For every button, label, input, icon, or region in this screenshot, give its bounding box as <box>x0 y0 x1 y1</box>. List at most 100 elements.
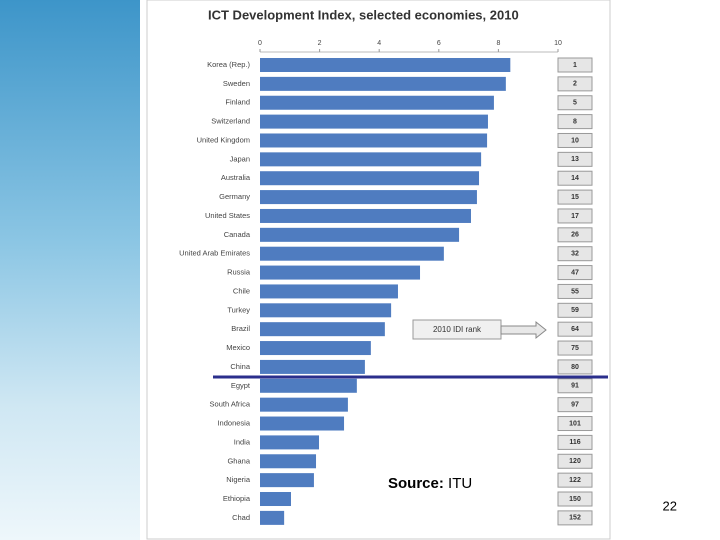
annotation-arrow <box>500 320 547 340</box>
rank-label: 10 <box>571 137 579 144</box>
y-tick-label: Chad <box>232 513 250 522</box>
rank-label: 32 <box>571 251 579 258</box>
x-tick-label: 10 <box>554 40 562 47</box>
y-tick-label: Finland <box>225 98 250 107</box>
y-tick-label: Ghana <box>227 456 250 465</box>
y-tick-label: United Arab Emirates <box>179 249 250 258</box>
rank-label: 101 <box>569 420 581 427</box>
y-tick-label: Germany <box>219 192 250 201</box>
bar <box>260 303 392 318</box>
x-tick-label: 4 <box>377 40 381 47</box>
y-tick-label: Sweden <box>223 79 250 88</box>
rank-box <box>557 491 593 507</box>
bar <box>260 171 480 186</box>
x-tick-label: 6 <box>437 40 441 47</box>
y-tick-label: Brazil <box>231 324 250 333</box>
y-tick-label: Ethiopia <box>223 494 251 503</box>
y-tick-label: China <box>230 362 250 371</box>
rank-box <box>557 95 593 111</box>
y-tick-label: Chile <box>233 286 250 295</box>
rank-box <box>557 472 593 488</box>
bar <box>260 95 494 110</box>
bar <box>260 58 511 72</box>
rank-box <box>557 283 593 299</box>
bar <box>260 492 291 507</box>
y-tick-label: Canada <box>224 230 251 239</box>
rank-label: 59 <box>571 307 579 314</box>
y-tick-label: United States <box>205 211 250 220</box>
rank-label: 14 <box>571 175 579 182</box>
annotation: 2010 IDI rank <box>433 325 482 334</box>
bar <box>260 265 421 280</box>
bar <box>260 76 506 91</box>
rank-label: 120 <box>569 458 581 465</box>
x-tick-label: 8 <box>496 40 500 47</box>
bar <box>260 397 348 412</box>
rank-box <box>557 265 593 281</box>
rank-label: 8 <box>573 118 577 125</box>
rank-label: 17 <box>571 213 579 220</box>
y-tick-label: Russia <box>227 268 251 277</box>
rank-box <box>557 227 593 243</box>
y-tick-label: India <box>234 437 251 446</box>
rank-box <box>557 510 593 526</box>
bar <box>260 473 314 488</box>
bar <box>260 341 371 356</box>
rank-box <box>557 189 593 205</box>
rank-box <box>557 416 593 432</box>
bar <box>260 435 320 450</box>
bar <box>260 190 477 205</box>
rank-label: 80 <box>571 364 579 371</box>
y-tick-label: United Kingdom <box>197 135 250 144</box>
rank-box <box>557 208 593 224</box>
y-tick-label: Egypt <box>231 381 251 390</box>
y-tick-label: Nigeria <box>226 475 251 484</box>
y-tick-label: Korea (Rep.) <box>207 60 250 69</box>
rank-label: 75 <box>571 345 579 352</box>
rank-box <box>557 57 593 73</box>
rank-label: 97 <box>571 402 579 409</box>
rank-box <box>557 246 593 262</box>
rank-box <box>557 378 593 394</box>
rank-label: 47 <box>571 269 579 276</box>
y-tick-label: South Africa <box>210 400 251 409</box>
x-tick-label: 2 <box>318 40 322 47</box>
y-tick-label: Australia <box>221 173 251 182</box>
rank-box <box>557 76 593 92</box>
rank-box <box>557 170 593 186</box>
y-tick-label: Japan <box>230 154 250 163</box>
y-tick-label: Turkey <box>227 305 250 314</box>
rank-label: 152 <box>569 515 581 522</box>
bar <box>260 378 357 393</box>
bar <box>260 284 398 299</box>
bar <box>260 227 460 242</box>
side-panel <box>0 0 140 540</box>
rank-label: 15 <box>571 194 579 201</box>
bar <box>260 510 285 525</box>
rank-label: 2 <box>573 81 577 88</box>
rank-label: 122 <box>569 477 581 484</box>
rank-label: 1 <box>573 62 577 69</box>
rank-box <box>557 114 593 130</box>
source-name: ITU <box>448 475 472 492</box>
y-tick-label: Mexico <box>226 343 250 352</box>
bar <box>260 359 365 374</box>
bar <box>260 152 482 167</box>
rank-box <box>557 397 593 413</box>
bar <box>260 208 471 223</box>
rank-box <box>557 340 593 356</box>
y-tick-label: Switzerland <box>211 117 250 126</box>
bar <box>260 416 345 431</box>
rank-label: 55 <box>571 288 579 295</box>
rank-box <box>557 151 593 167</box>
bar <box>260 454 317 469</box>
rank-label: 91 <box>571 383 579 390</box>
rank-label: 116 <box>569 439 580 446</box>
bar <box>260 322 385 337</box>
rank-box <box>557 302 593 318</box>
rank-box <box>557 434 593 450</box>
rank-box <box>557 453 593 469</box>
y-tick-label: Indonesia <box>217 419 250 428</box>
